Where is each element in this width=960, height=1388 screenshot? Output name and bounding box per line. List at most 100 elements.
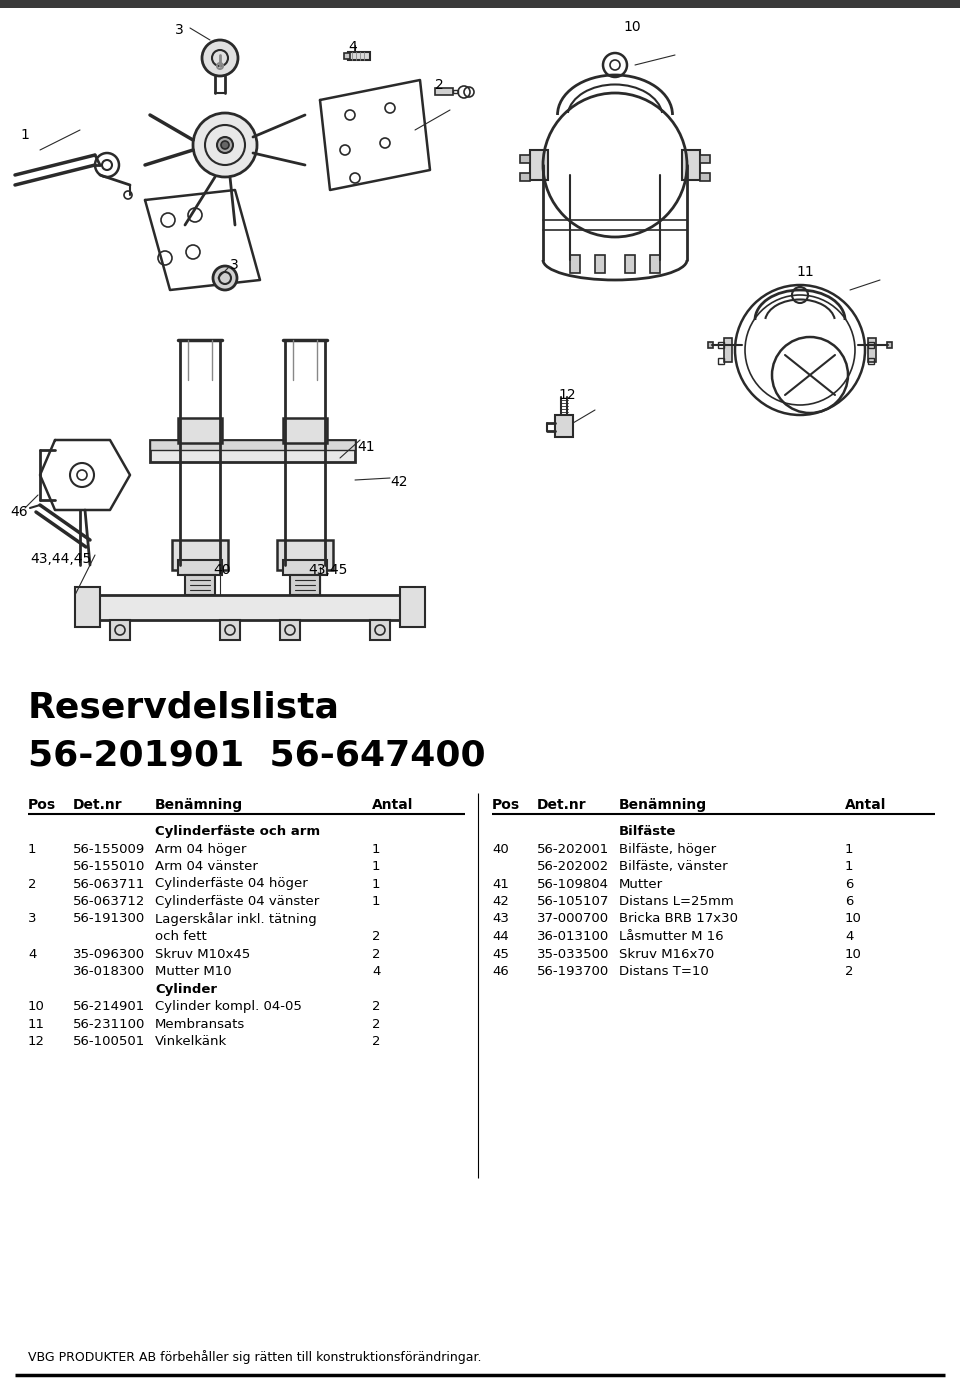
Text: 56-191300: 56-191300 <box>73 912 145 926</box>
Text: 56-202002: 56-202002 <box>537 861 610 873</box>
Bar <box>178 559 222 575</box>
Text: 56-155010: 56-155010 <box>73 861 145 873</box>
Text: VBG PRODUKTER AB förbehåller sig rätten till konstruktionsförändringar.: VBG PRODUKTER AB förbehåller sig rätten … <box>28 1351 482 1364</box>
Text: Mutter M10: Mutter M10 <box>155 965 231 979</box>
Text: 44: 44 <box>492 930 509 942</box>
Bar <box>520 174 530 180</box>
Text: Distans T=10: Distans T=10 <box>619 965 708 979</box>
Text: Skruv M10x45: Skruv M10x45 <box>155 948 251 960</box>
Text: 1: 1 <box>20 128 29 142</box>
Text: 12: 12 <box>28 1035 45 1048</box>
Text: 41: 41 <box>492 877 509 891</box>
Text: 12: 12 <box>558 389 576 403</box>
Text: 42: 42 <box>492 895 509 908</box>
Text: Det.nr: Det.nr <box>73 798 123 812</box>
Text: 56-231100: 56-231100 <box>73 1017 145 1030</box>
Text: Det.nr: Det.nr <box>537 798 587 812</box>
Text: Cylinderfäste och arm: Cylinderfäste och arm <box>155 824 320 838</box>
Text: 56-109804: 56-109804 <box>537 877 609 891</box>
Bar <box>595 255 605 273</box>
Text: 42: 42 <box>390 475 407 489</box>
Text: Bilfäste, vänster: Bilfäste, vänster <box>619 861 728 873</box>
Text: 41: 41 <box>357 440 374 454</box>
Text: och fett: och fett <box>155 930 206 942</box>
Bar <box>110 620 130 640</box>
Text: 4: 4 <box>28 948 36 960</box>
Bar <box>887 341 892 348</box>
Text: Skruv M16x70: Skruv M16x70 <box>619 948 714 960</box>
Text: 1: 1 <box>28 843 36 855</box>
Bar <box>283 418 327 443</box>
Circle shape <box>213 266 237 290</box>
Bar <box>280 620 300 640</box>
Text: 4: 4 <box>845 930 853 942</box>
Bar <box>90 595 410 620</box>
Bar <box>400 587 425 627</box>
Bar <box>283 559 327 575</box>
Text: 10: 10 <box>623 19 640 33</box>
Text: 56-214901: 56-214901 <box>73 999 145 1013</box>
Text: Lagerskålar inkl. tätning: Lagerskålar inkl. tätning <box>155 912 317 926</box>
Text: 3: 3 <box>230 258 239 272</box>
Text: 56-193700: 56-193700 <box>537 965 610 979</box>
Bar <box>370 620 390 640</box>
Text: 2: 2 <box>28 877 36 891</box>
Text: Låsmutter M 16: Låsmutter M 16 <box>619 930 724 942</box>
Text: 2: 2 <box>372 1035 380 1048</box>
Bar <box>75 587 100 627</box>
Bar <box>625 255 635 273</box>
Text: Bilfäste: Bilfäste <box>619 824 677 838</box>
Text: 1: 1 <box>372 895 380 908</box>
Bar <box>700 174 710 180</box>
Text: 1: 1 <box>845 843 853 855</box>
Bar <box>277 540 333 570</box>
Text: 3: 3 <box>175 24 183 37</box>
Text: 2: 2 <box>845 965 853 979</box>
Text: Cylinder: Cylinder <box>155 983 217 995</box>
Text: 11: 11 <box>28 1017 45 1030</box>
Text: Vinkelkänk: Vinkelkänk <box>155 1035 228 1048</box>
Bar <box>718 358 724 364</box>
Text: Benämning: Benämning <box>155 798 243 812</box>
Bar <box>724 339 732 362</box>
Text: Membransats: Membransats <box>155 1017 245 1030</box>
Text: 56-155009: 56-155009 <box>73 843 145 855</box>
Text: Bilfäste, höger: Bilfäste, höger <box>619 843 716 855</box>
Text: 36-013100: 36-013100 <box>537 930 610 942</box>
Bar <box>0 0 960 8</box>
Text: Antal: Antal <box>372 798 414 812</box>
Text: 40: 40 <box>492 843 509 855</box>
Bar <box>172 540 228 570</box>
Text: Cylinderfäste 04 höger: Cylinderfäste 04 höger <box>155 877 308 891</box>
Text: Arm 04 vänster: Arm 04 vänster <box>155 861 258 873</box>
Text: 1: 1 <box>372 877 380 891</box>
Bar <box>520 155 530 162</box>
Text: 35-096300: 35-096300 <box>73 948 145 960</box>
Circle shape <box>202 40 238 76</box>
Text: 1: 1 <box>372 843 380 855</box>
Bar <box>718 341 724 348</box>
Bar <box>708 341 713 348</box>
Text: 2: 2 <box>435 78 444 92</box>
Text: 37-000700: 37-000700 <box>537 912 610 926</box>
Text: 56-063711: 56-063711 <box>73 877 145 891</box>
Text: 4: 4 <box>348 40 357 54</box>
Text: 56-105107: 56-105107 <box>537 895 610 908</box>
Text: 36-018300: 36-018300 <box>73 965 145 979</box>
Text: 10: 10 <box>845 912 862 926</box>
Text: Pos: Pos <box>492 798 520 812</box>
Bar <box>348 51 370 60</box>
Bar <box>868 339 876 362</box>
Bar <box>570 255 580 273</box>
Text: 1: 1 <box>372 861 380 873</box>
Text: 10: 10 <box>845 948 862 960</box>
Text: 11: 11 <box>796 265 814 279</box>
Text: Benämning: Benämning <box>619 798 708 812</box>
Text: 56-201901  56-647400: 56-201901 56-647400 <box>28 738 486 772</box>
Text: 35-033500: 35-033500 <box>537 948 610 960</box>
Text: 3: 3 <box>28 912 36 926</box>
Text: Reservdelslista: Reservdelslista <box>28 690 340 725</box>
Text: 10: 10 <box>28 999 45 1013</box>
Text: Cylinderfäste 04 vänster: Cylinderfäste 04 vänster <box>155 895 320 908</box>
Text: 4: 4 <box>372 965 380 979</box>
